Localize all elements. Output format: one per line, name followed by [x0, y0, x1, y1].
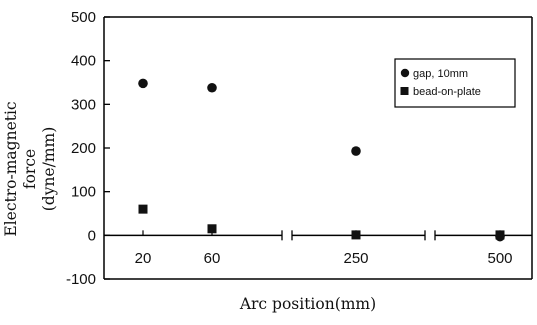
- y-axis-title-line2: (dyne/mm): [40, 126, 58, 212]
- legend-square-marker: [400, 87, 409, 95]
- y-tick-label: -100: [66, 271, 96, 288]
- y-axis-title: Electro-magnetic force (dyne/mm): [2, 94, 58, 244]
- y-tick-label: 100: [71, 184, 96, 201]
- x-axis-title: Arc position(mm): [239, 295, 377, 313]
- y-tick-label: 200: [71, 140, 96, 157]
- gap-10mm-point: [207, 82, 217, 93]
- legend-box: [394, 58, 516, 108]
- y-axis-title-line1: Electro-magnetic force: [2, 101, 39, 237]
- x-axis-zero-line: 20 60 250 500: [104, 230, 532, 267]
- gap-10mm-point: [351, 146, 361, 156]
- x-tick-label: 20: [135, 250, 152, 267]
- legend-circle-marker: [400, 68, 410, 78]
- x-tick-label: 500: [487, 250, 512, 267]
- y-tick-label: 500: [71, 9, 96, 26]
- bead-on-plate-point: [207, 224, 217, 234]
- bead-on-plate-point: [138, 204, 148, 214]
- y-tick-label: 400: [71, 53, 96, 70]
- data-marks: [138, 78, 505, 242]
- bead-on-plate-point: [351, 230, 361, 240]
- x-tick-label: 60: [204, 250, 221, 267]
- bead-on-plate-point: [495, 230, 505, 240]
- legend-label-gap: gap, 10mm: [413, 68, 468, 80]
- legend: gap, 10mm bead-on-plate: [394, 58, 516, 108]
- y-tick-label: 300: [71, 96, 96, 113]
- plot-frame: [103, 16, 533, 280]
- x-tick-label: 250: [343, 250, 368, 267]
- y-axis-ticks: 500 400 300 200 100 0 -100: [66, 9, 110, 288]
- legend-label-bead: bead-on-plate: [413, 86, 481, 98]
- y-tick-label: 0: [88, 227, 96, 244]
- gap-10mm-point: [138, 78, 148, 89]
